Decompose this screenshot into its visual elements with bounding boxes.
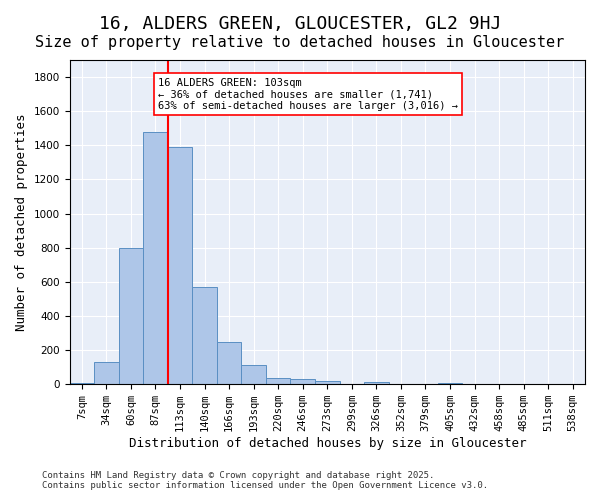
Bar bbox=[266, 378, 290, 384]
Bar bbox=[438, 382, 462, 384]
Bar bbox=[315, 381, 340, 384]
Bar bbox=[217, 342, 241, 384]
Bar bbox=[241, 364, 266, 384]
Bar bbox=[143, 132, 168, 384]
Bar bbox=[290, 379, 315, 384]
Bar bbox=[94, 362, 119, 384]
Bar bbox=[70, 382, 94, 384]
Text: Contains HM Land Registry data © Crown copyright and database right 2025.
Contai: Contains HM Land Registry data © Crown c… bbox=[42, 470, 488, 490]
Y-axis label: Number of detached properties: Number of detached properties bbox=[15, 114, 28, 331]
Text: 16, ALDERS GREEN, GLOUCESTER, GL2 9HJ: 16, ALDERS GREEN, GLOUCESTER, GL2 9HJ bbox=[99, 15, 501, 33]
Bar bbox=[364, 382, 389, 384]
Bar bbox=[168, 147, 192, 384]
Text: Size of property relative to detached houses in Gloucester: Size of property relative to detached ho… bbox=[35, 35, 565, 50]
X-axis label: Distribution of detached houses by size in Gloucester: Distribution of detached houses by size … bbox=[128, 437, 526, 450]
Text: 16 ALDERS GREEN: 103sqm
← 36% of detached houses are smaller (1,741)
63% of semi: 16 ALDERS GREEN: 103sqm ← 36% of detache… bbox=[158, 78, 458, 110]
Bar bbox=[192, 287, 217, 384]
Bar bbox=[119, 248, 143, 384]
